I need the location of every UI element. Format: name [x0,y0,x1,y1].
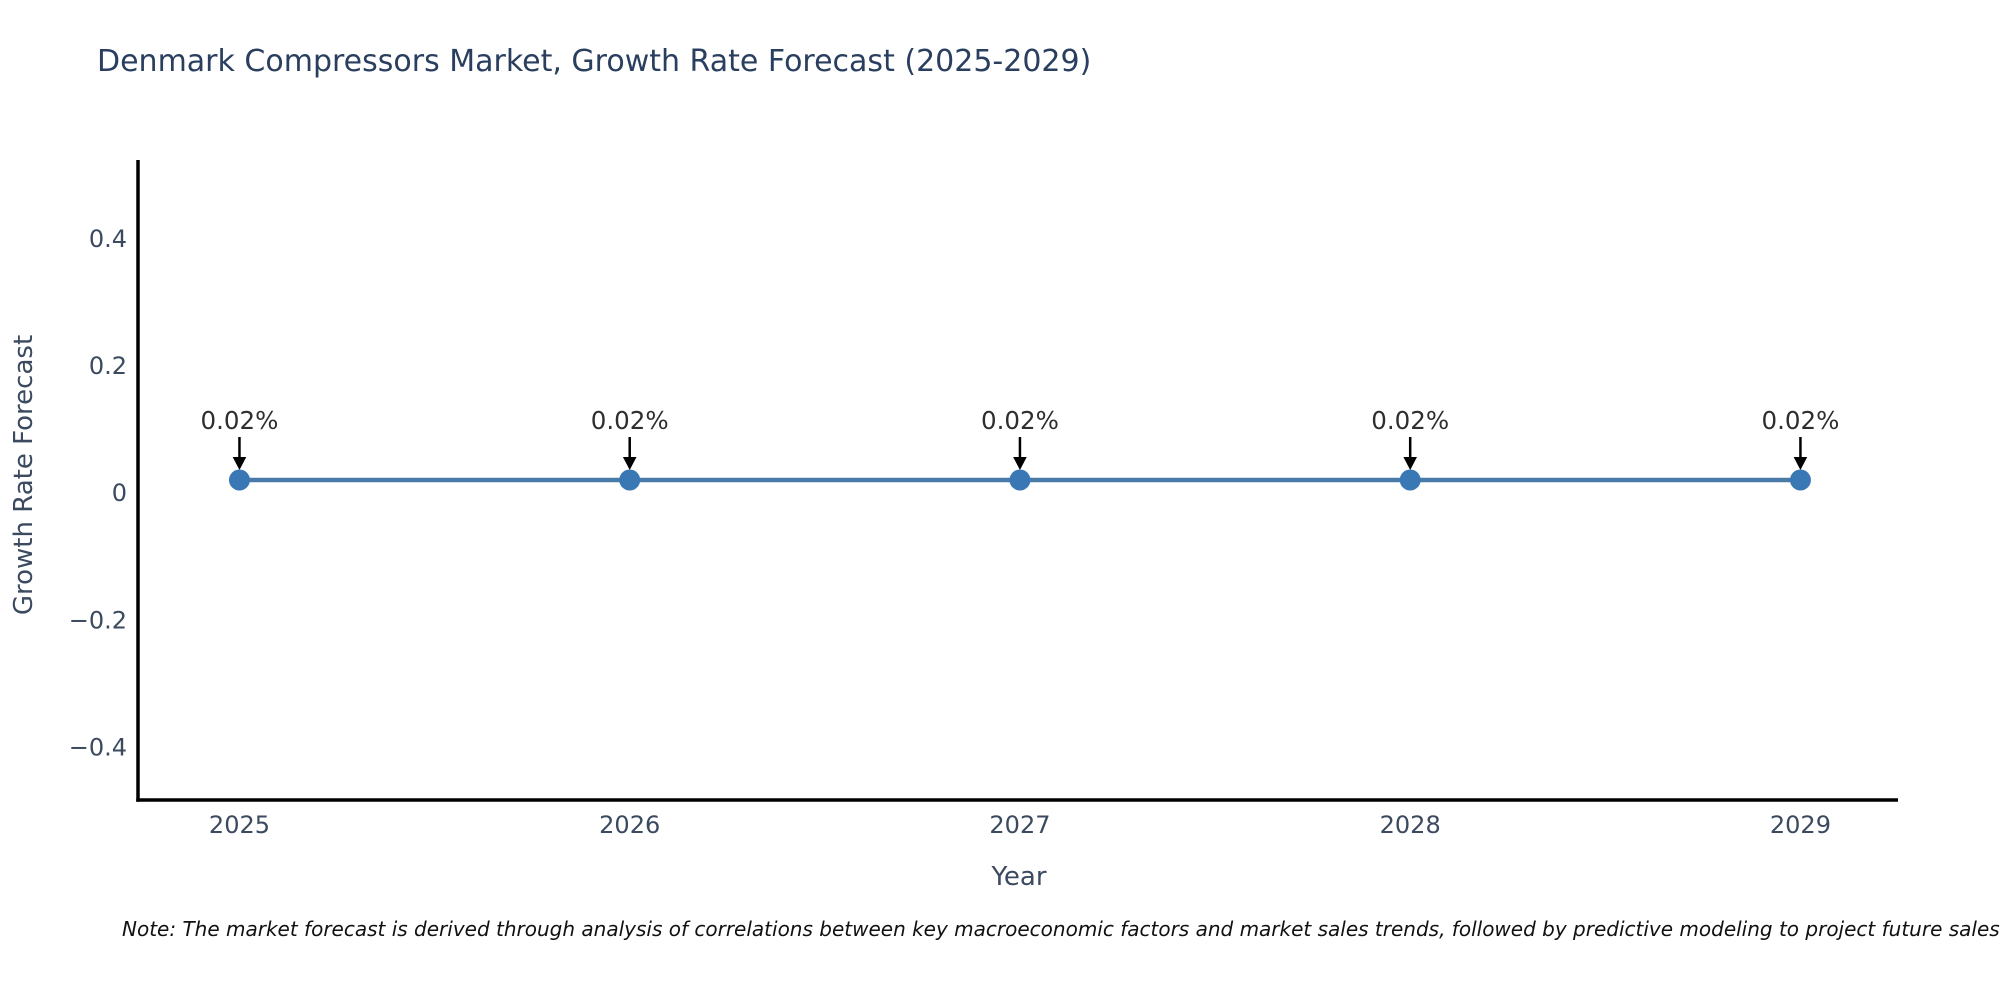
data-point [1789,469,1811,491]
annotation-arrow-head [232,457,247,470]
annotation-arrow-head [1013,457,1027,470]
x-tick-label: 2028 [1380,811,1441,839]
y-tick-label: −0.2 [69,606,127,634]
y-tick-label: 0.2 [89,352,127,380]
x-axis-title: Year [991,862,1047,892]
footnote: Note: The market forecast is derived thr… [122,917,2000,941]
annotation-arrow-head [622,457,637,470]
point-annotation: 0.02% [1762,406,1840,435]
annotation-arrow-head [1793,457,1808,470]
x-tick-label: 2026 [599,811,660,839]
data-point [619,469,641,491]
x-tick-label: 2025 [209,811,270,839]
data-point [1009,469,1031,491]
annotation-arrow-head [1403,457,1417,470]
point-annotation: 0.02% [1371,406,1449,435]
chart-title: Denmark Compressors Market, Growth Rate … [97,44,1092,79]
y-tick-label: −0.4 [69,734,127,762]
point-annotation: 0.02% [591,406,669,435]
point-annotation: 0.02% [201,406,279,435]
x-tick-label: 2027 [989,811,1050,839]
y-tick-label: 0 [112,479,127,507]
data-point [228,469,250,491]
y-tick-label: 0.4 [89,225,127,253]
data-point [1399,469,1421,491]
x-tick-label: 2029 [1770,811,1831,839]
point-annotation: 0.02% [981,406,1059,435]
